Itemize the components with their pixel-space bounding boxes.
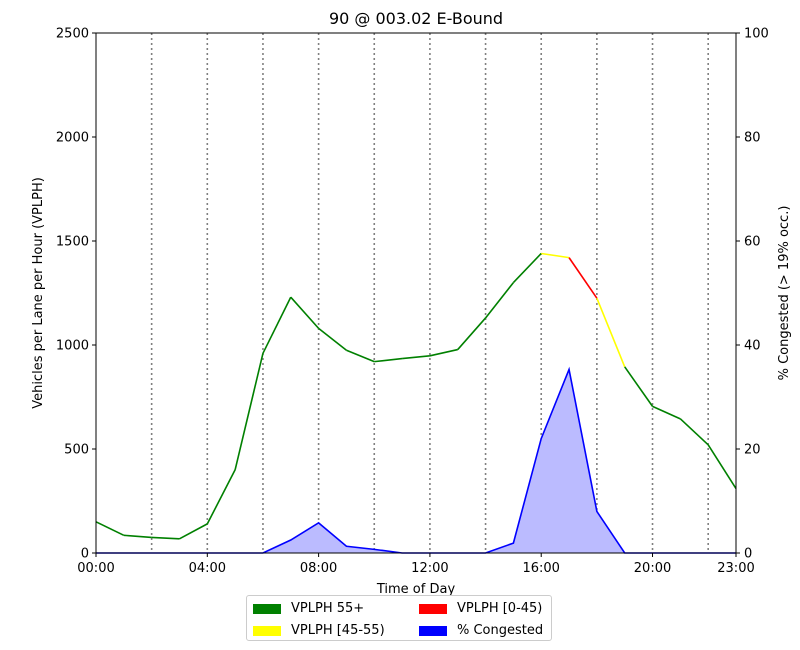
congested-line [96, 366, 736, 554]
plot-frame [95, 32, 737, 554]
vplph-segment-green [95, 521, 125, 537]
congested-area [96, 366, 736, 554]
x-axis-label: Time of Day [376, 582, 456, 597]
legend-label: % Congested [457, 623, 544, 638]
y2-tick-label: 20 [744, 443, 761, 458]
legend-item-vplph-55: VPLPH 55+ [253, 601, 364, 616]
x-tick-label: 00:00 [77, 561, 114, 576]
x-tick-label: 16:00 [522, 561, 559, 576]
y-tick-label: 2500 [56, 27, 89, 42]
y-axis-label: Vehicles per Lane per Hour (VPLPH) [31, 177, 46, 409]
legend-swatch-yellow [253, 625, 281, 636]
x-tick-label: 20:00 [634, 561, 671, 576]
legend-item-vplph-45-55: VPLPH [45-55) [253, 623, 385, 638]
x-tick-label: 08:00 [300, 561, 337, 576]
y2-tick-label: 100 [744, 27, 769, 42]
left-axis-ticks: 0 500 1000 1500 2000 2500 [56, 27, 96, 562]
legend-label: VPLPH [0-45) [457, 601, 543, 616]
legend-swatch-red [419, 603, 447, 614]
vplph-segment-green [624, 366, 654, 407]
y2-tick-label: 60 [744, 235, 761, 250]
vplph-segment-green [290, 296, 320, 329]
y-tick-label: 0 [81, 547, 89, 562]
vplph-segment-green [374, 357, 403, 363]
vplph-segment-green [151, 536, 180, 540]
vplph-segment-green [346, 349, 375, 363]
vplph-segment-green [123, 534, 152, 539]
y2-tick-label: 80 [744, 131, 761, 146]
vertical-guide-lines [150, 33, 709, 553]
vplph-segment-green [652, 405, 681, 420]
y2-axis-label: % Congested (> 19% occ.) [777, 206, 792, 381]
y-tick-label: 500 [64, 443, 89, 458]
vplph-segment-green [262, 296, 292, 354]
vplph-segment-yellow [596, 297, 626, 368]
vplph-segment-red [568, 257, 598, 299]
vplph-segment-green [429, 348, 458, 357]
legend-swatch-blue [419, 625, 447, 636]
vplph-segment-green [457, 317, 487, 351]
x-axis-ticks: 00:00 04:00 08:00 12:00 16:00 20:00 23:00 [77, 553, 755, 576]
legend-label: VPLPH [45-55) [291, 623, 385, 638]
vplph-segment-green [707, 444, 737, 489]
chart-title: 90 @ 003.02 E-Bound [329, 9, 503, 28]
vplph-segment-green [206, 469, 236, 525]
chart-legend: VPLPH 55+ VPLPH [0-45) VPLPH [45-55) % C… [246, 595, 552, 641]
vplph-segment-green [512, 252, 542, 284]
vplph-segment-green [179, 523, 208, 540]
y-tick-label: 2000 [56, 131, 89, 146]
vplph-segment-green [679, 418, 709, 446]
vplph-segment-green [318, 327, 347, 351]
x-tick-label: 04:00 [189, 561, 226, 576]
x-tick-label: 12:00 [411, 561, 448, 576]
vplph-segment-green [234, 353, 264, 470]
legend-item-congested: % Congested [419, 623, 543, 638]
legend-label: VPLPH 55+ [291, 601, 365, 616]
vplph-segment-green [402, 355, 430, 360]
right-axis-ticks: 0 20 40 60 80 100 [736, 27, 769, 562]
legend-swatch-green [253, 603, 281, 614]
y2-tick-label: 0 [744, 547, 752, 562]
vplph-lines [95, 252, 737, 540]
y-tick-label: 1000 [56, 339, 89, 354]
vplph-segment-green [484, 282, 515, 319]
legend-item-vplph-0-45: VPLPH [0-45) [419, 601, 542, 616]
y-tick-label: 1500 [56, 235, 89, 250]
y2-tick-label: 40 [744, 339, 761, 354]
congested-area-fill [96, 369, 736, 553]
x-tick-label: 23:00 [717, 561, 754, 576]
vplph-segment-yellow [541, 252, 570, 259]
